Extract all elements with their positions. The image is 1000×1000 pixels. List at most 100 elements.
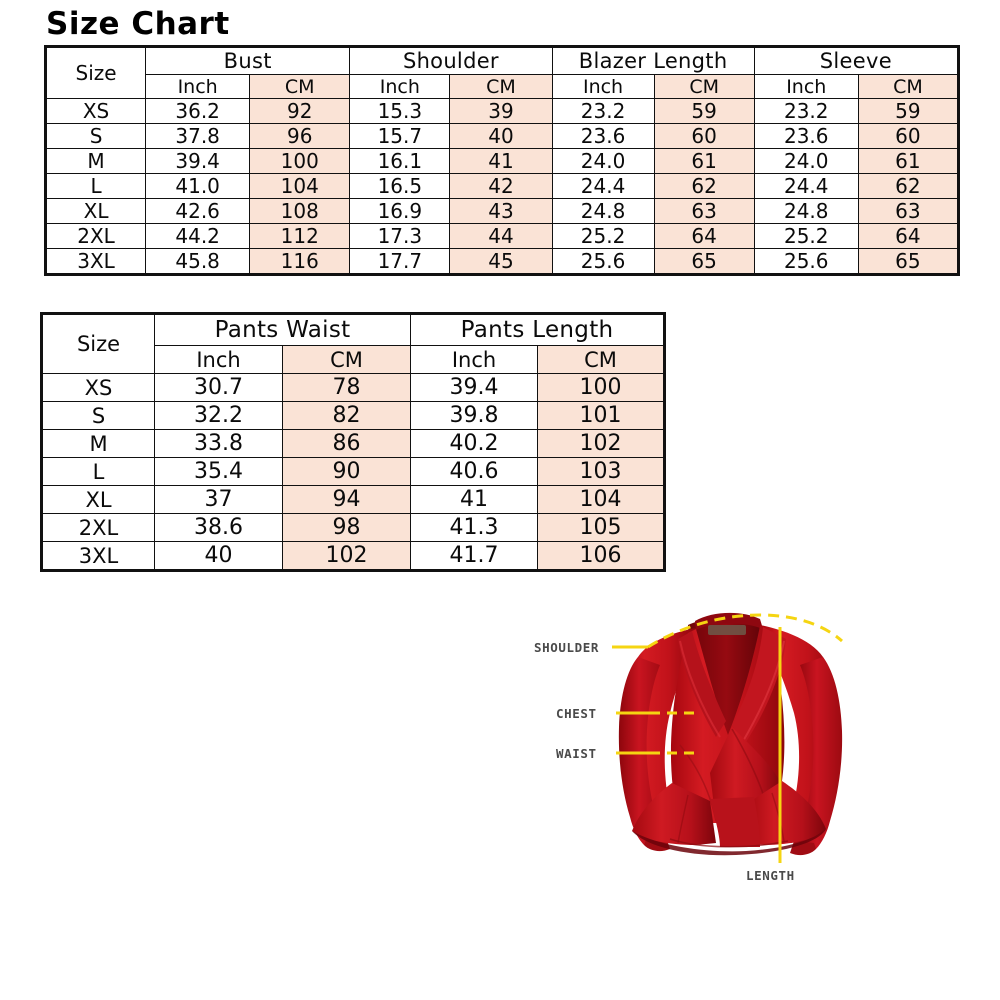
- table-row: M 39.4 100 16.1 41 24.0 61 24.0 61: [44, 148, 960, 174]
- cell-cm-value: 62: [857, 173, 960, 199]
- measurement-diagram: SHOULDER CHEST WAIST LENGTH: [520, 595, 950, 915]
- table-row: L 41.0 104 16.5 42 24.4 62 24.4 62: [44, 173, 960, 199]
- callout-lines: [612, 613, 843, 863]
- cell-inch-value: 30.7: [154, 373, 283, 402]
- cell-cm-value: 96: [249, 123, 351, 149]
- table-row-unit-header: Inch CM Inch CM Inch CM Inch CM: [46, 74, 960, 99]
- header-unit-pantslength-inch: Inch: [410, 345, 539, 374]
- table-row: S 32.2 82 39.8 101: [41, 401, 666, 430]
- table-row-unit-header: Inch CM Inch CM: [42, 345, 666, 374]
- cell-inch-value: 15.7: [349, 123, 451, 149]
- cell-cm-value: 105: [537, 513, 666, 542]
- cell-cm-value: 41: [449, 148, 553, 174]
- label-shoulder: SHOULDER: [534, 640, 599, 655]
- cell-size: XL: [41, 485, 155, 514]
- cell-inch-value: 15.3: [349, 98, 451, 124]
- cell-cm-value: 44: [449, 223, 553, 249]
- header-group-sleeve: Sleeve: [753, 46, 960, 75]
- cell-cm-value: 108: [249, 198, 351, 224]
- header-unit-waist-cm: CM: [281, 345, 412, 374]
- cell-inch-value: 17.7: [349, 248, 451, 275]
- cell-inch-value: 39.4: [410, 373, 539, 402]
- cell-inch-value: 41.0: [145, 173, 251, 199]
- header-group-bust: Bust: [145, 46, 351, 75]
- cell-inch-value: 45.8: [145, 248, 251, 275]
- header-unit-bust-inch: Inch: [145, 74, 251, 99]
- cell-cm-value: 106: [537, 541, 666, 571]
- table-row-group-header: Size Pants Waist Pants Length: [41, 313, 666, 374]
- table-row: 2XL 38.6 98 41.3 105: [41, 513, 666, 542]
- header-group-shoulder: Shoulder: [349, 46, 553, 75]
- pants-table-head: Size Pants Waist Pants Length Inch CM In…: [41, 313, 666, 374]
- cell-inch-value: 44.2: [145, 223, 251, 249]
- blazer-table-head: Size Bust Shoulder Blazer Length Sleeve …: [44, 46, 960, 99]
- table-row: S 37.8 96 15.7 40 23.6 60 23.6 60: [44, 123, 960, 149]
- header-unit-length-cm: CM: [653, 74, 755, 99]
- header-unit-shoulder-inch: Inch: [349, 74, 451, 99]
- cell-cm-value: 100: [249, 148, 351, 174]
- table-row: XS 30.7 78 39.4 100: [41, 373, 666, 402]
- cell-inch-value: 36.2: [145, 98, 251, 124]
- cell-size: M: [44, 148, 147, 174]
- cell-inch-value: 41.3: [410, 513, 539, 542]
- cell-inch-value: 38.6: [154, 513, 283, 542]
- pants-table-body: XS 30.7 78 39.4 100 S 32.2 82 39.8 101 M 33.8 86 40.2…: [41, 373, 666, 571]
- cell-cm-value: 59: [653, 98, 755, 124]
- cell-inch-value: 23.2: [551, 98, 655, 124]
- cell-cm-value: 90: [281, 457, 412, 486]
- cell-inch-value: 24.8: [753, 198, 859, 224]
- cell-cm-value: 63: [653, 198, 755, 224]
- cell-inch-value: 24.0: [551, 148, 655, 174]
- cell-cm-value: 102: [281, 541, 412, 571]
- cell-size: L: [41, 457, 155, 486]
- table-row: M 33.8 86 40.2 102: [41, 429, 666, 458]
- header-unit-waist-inch: Inch: [154, 345, 283, 374]
- cell-inch-value: 23.2: [753, 98, 859, 124]
- blazer-illustration: [618, 612, 843, 856]
- cell-inch-value: 24.4: [551, 173, 655, 199]
- cell-cm-value: 59: [857, 98, 960, 124]
- blazer-table-body: XS 36.2 92 15.3 39 23.2 59 23.2 59 S 37.8 96 15.7 40 2…: [44, 98, 960, 275]
- cell-cm-value: 86: [281, 429, 412, 458]
- cell-cm-value: 101: [537, 401, 666, 430]
- header-unit-pantslength-cm: CM: [537, 345, 666, 374]
- label-chest: CHEST: [556, 706, 597, 721]
- cell-inch-value: 25.6: [551, 248, 655, 275]
- cell-cm-value: 42: [449, 173, 553, 199]
- table-row: 2XL 44.2 112 17.3 44 25.2 64 25.2 64: [44, 223, 960, 249]
- cell-cm-value: 104: [249, 173, 351, 199]
- cell-size: 3XL: [44, 248, 147, 275]
- table-row: XL 37 94 41 104: [41, 485, 666, 514]
- cell-inch-value: 37: [154, 485, 283, 514]
- header-group-blazer-length: Blazer Length: [551, 46, 755, 75]
- table-row: XS 36.2 92 15.3 39 23.2 59 23.2 59: [44, 98, 960, 124]
- cell-cm-value: 43: [449, 198, 553, 224]
- table-row: XL 42.6 108 16.9 43 24.8 63 24.8 63: [44, 198, 960, 224]
- page-title: Size Chart: [46, 6, 230, 42]
- cell-size: XL: [44, 198, 147, 224]
- cell-cm-value: 64: [857, 223, 960, 249]
- header-size: Size: [41, 313, 155, 374]
- cell-inch-value: 24.8: [551, 198, 655, 224]
- cell-inch-value: 24.4: [753, 173, 859, 199]
- pants-size-table: Size Pants Waist Pants Length Inch CM In…: [40, 312, 667, 572]
- cell-inch-value: 16.1: [349, 148, 451, 174]
- cell-inch-value: 35.4: [154, 457, 283, 486]
- cell-inch-value: 37.8: [145, 123, 251, 149]
- cell-cm-value: 60: [857, 123, 960, 149]
- cell-inch-value: 16.9: [349, 198, 451, 224]
- cell-cm-value: 61: [857, 148, 960, 174]
- cell-size: 2XL: [44, 223, 147, 249]
- cell-cm-value: 92: [249, 98, 351, 124]
- cell-size: XS: [44, 98, 147, 124]
- cell-cm-value: 40: [449, 123, 553, 149]
- cell-inch-value: 32.2: [154, 401, 283, 430]
- cell-inch-value: 39.8: [410, 401, 539, 430]
- cell-inch-value: 17.3: [349, 223, 451, 249]
- cell-cm-value: 94: [281, 485, 412, 514]
- cell-cm-value: 65: [653, 248, 755, 275]
- header-unit-length-inch: Inch: [551, 74, 655, 99]
- header-unit-sleeve-cm: CM: [857, 74, 960, 99]
- cell-size: XS: [41, 373, 155, 402]
